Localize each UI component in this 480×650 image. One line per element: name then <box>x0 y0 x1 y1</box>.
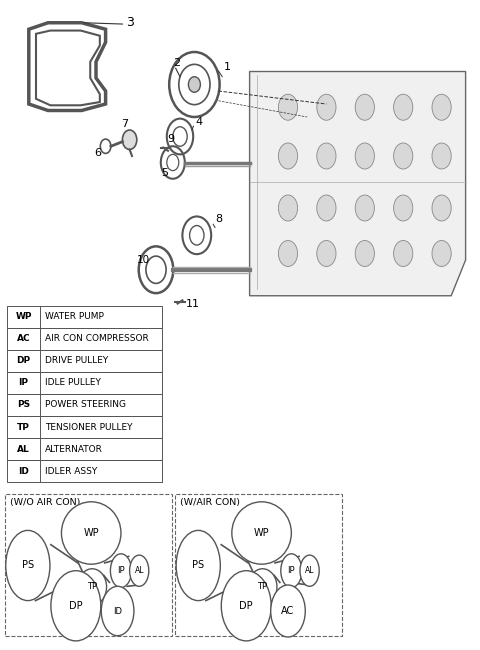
Circle shape <box>317 94 336 120</box>
Text: 6: 6 <box>94 148 101 158</box>
Text: DP: DP <box>240 601 253 611</box>
Ellipse shape <box>61 502 121 564</box>
Text: DP: DP <box>69 601 83 611</box>
Text: ID: ID <box>113 606 122 616</box>
Ellipse shape <box>130 555 149 586</box>
Text: (W/O AIR CON): (W/O AIR CON) <box>10 498 80 507</box>
Circle shape <box>317 240 336 266</box>
Text: DP: DP <box>16 356 31 365</box>
Text: WATER PUMP: WATER PUMP <box>45 312 104 321</box>
Text: TP: TP <box>17 422 30 432</box>
Text: IP: IP <box>117 566 125 575</box>
Text: DRIVE PULLEY: DRIVE PULLEY <box>45 356 108 365</box>
Ellipse shape <box>300 555 319 586</box>
Circle shape <box>355 94 374 120</box>
Ellipse shape <box>232 502 291 564</box>
Text: TP: TP <box>257 582 268 592</box>
Bar <box>7 416 162 438</box>
Text: WP: WP <box>15 312 32 321</box>
Ellipse shape <box>188 77 201 92</box>
Ellipse shape <box>281 554 302 588</box>
Ellipse shape <box>78 569 107 605</box>
Text: TENSIONER PULLEY: TENSIONER PULLEY <box>45 422 132 432</box>
Text: 4: 4 <box>196 117 203 127</box>
Text: AL: AL <box>134 566 144 575</box>
Text: 7: 7 <box>121 119 128 129</box>
Text: (W/AIR CON): (W/AIR CON) <box>180 498 240 507</box>
Text: PS: PS <box>192 560 204 571</box>
Circle shape <box>317 143 336 169</box>
Text: POWER STEERING: POWER STEERING <box>45 400 126 410</box>
Text: 5: 5 <box>161 168 168 177</box>
Text: ID: ID <box>18 467 29 476</box>
Bar <box>7 460 162 482</box>
Circle shape <box>432 94 451 120</box>
Circle shape <box>394 195 413 221</box>
Polygon shape <box>250 72 466 296</box>
Circle shape <box>394 94 413 120</box>
Bar <box>7 372 162 394</box>
Ellipse shape <box>271 585 305 637</box>
Circle shape <box>355 240 374 266</box>
Text: AC: AC <box>17 334 30 343</box>
Bar <box>7 394 162 416</box>
Text: AL: AL <box>305 566 314 575</box>
Text: 2: 2 <box>173 58 180 68</box>
Text: IP: IP <box>288 566 295 575</box>
Circle shape <box>278 143 298 169</box>
Text: 8: 8 <box>215 214 222 224</box>
Text: 9: 9 <box>167 134 174 144</box>
Bar <box>7 350 162 372</box>
Bar <box>7 328 162 350</box>
Ellipse shape <box>110 554 132 588</box>
Ellipse shape <box>221 571 271 641</box>
Text: 3: 3 <box>126 16 133 29</box>
Circle shape <box>394 143 413 169</box>
Text: IDLER ASSY: IDLER ASSY <box>45 467 97 476</box>
Circle shape <box>355 195 374 221</box>
Circle shape <box>432 240 451 266</box>
Ellipse shape <box>6 530 50 601</box>
Bar <box>7 306 162 328</box>
Ellipse shape <box>101 586 134 636</box>
Ellipse shape <box>51 571 101 641</box>
Circle shape <box>432 143 451 169</box>
Circle shape <box>278 240 298 266</box>
Text: IDLE PULLEY: IDLE PULLEY <box>45 378 100 387</box>
Text: ALTERNATOR: ALTERNATOR <box>45 445 103 454</box>
Text: AIR CON COMPRESSOR: AIR CON COMPRESSOR <box>45 334 148 343</box>
Text: PS: PS <box>22 560 34 571</box>
Text: 1: 1 <box>224 62 231 72</box>
Ellipse shape <box>176 530 220 601</box>
Circle shape <box>278 195 298 221</box>
Bar <box>7 438 162 460</box>
Ellipse shape <box>122 130 137 150</box>
Circle shape <box>432 195 451 221</box>
Circle shape <box>278 94 298 120</box>
Text: TP: TP <box>87 582 97 592</box>
Text: WP: WP <box>84 528 99 538</box>
Text: PS: PS <box>17 400 30 410</box>
Text: 11: 11 <box>186 299 200 309</box>
Text: AL: AL <box>17 445 30 454</box>
Text: AC: AC <box>281 606 295 616</box>
Circle shape <box>355 143 374 169</box>
Ellipse shape <box>248 569 277 605</box>
Circle shape <box>394 240 413 266</box>
Text: 10: 10 <box>137 255 150 265</box>
Circle shape <box>317 195 336 221</box>
Text: WP: WP <box>254 528 269 538</box>
Text: IP: IP <box>19 378 28 387</box>
